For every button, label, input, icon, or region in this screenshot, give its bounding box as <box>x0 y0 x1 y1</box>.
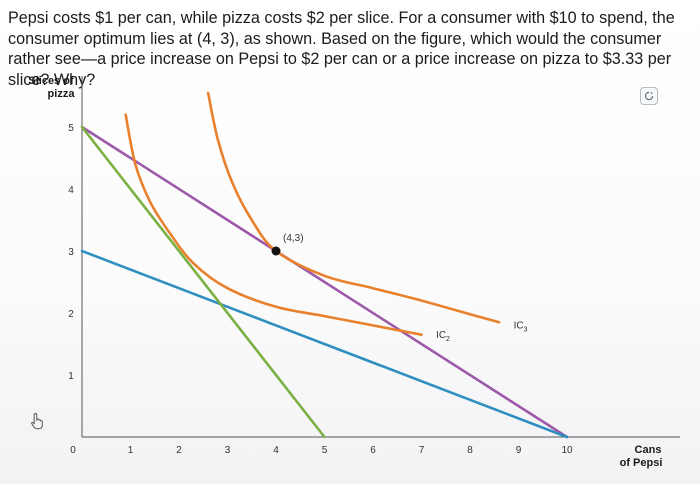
y-axis-title-line2: pizza <box>48 88 76 100</box>
budget-line-pepsi_increase <box>80 125 326 439</box>
optimum-label: (4,3) <box>283 233 304 244</box>
reset-button[interactable] <box>640 87 658 105</box>
indifference-curve-lower <box>124 113 423 336</box>
x-tick-label: 10 <box>561 445 573 456</box>
y-tick-label: 1 <box>68 371 74 382</box>
x-tick-label: 5 <box>322 445 328 456</box>
x-tick-label: 6 <box>370 445 376 456</box>
budget-lines <box>80 125 569 439</box>
x-tick-label: 7 <box>419 445 425 456</box>
x-axis-title-line2: of Pepsi <box>620 457 663 469</box>
x-tick-label: 0 <box>70 445 76 456</box>
x-tick-label: 2 <box>176 445 182 456</box>
x-tick-label: 3 <box>225 445 231 456</box>
y-axis-title-line1: Slices of <box>28 75 74 87</box>
x-tick-label: 8 <box>467 445 473 456</box>
optimum-point <box>271 246 281 256</box>
y-tick-label: 2 <box>68 309 74 320</box>
y-tick-label: 5 <box>68 123 74 134</box>
reset-icon <box>644 91 654 101</box>
axes <box>81 76 680 438</box>
indifference-curve-label: IC2 <box>436 330 450 343</box>
indifference-curve-upper <box>206 91 501 324</box>
x-tick-label: 1 <box>128 445 134 456</box>
question-text: Pepsi costs $1 per can, while pizza cost… <box>8 9 675 89</box>
ticks: 0 1 2 3 4 5 6 7 8 9 10 1 2 3 4 5 <box>68 123 573 456</box>
points: (4,3) <box>271 233 304 256</box>
x-axis-title-line1: Cans <box>635 444 662 456</box>
y-tick-label: 4 <box>68 185 74 196</box>
hand-pointer-icon[interactable] <box>30 412 46 430</box>
indifference-curve-label: IC3 <box>514 321 528 334</box>
x-tick-label: 4 <box>273 445 279 456</box>
budget-line-original <box>80 125 569 439</box>
x-tick-label: 9 <box>516 445 522 456</box>
y-tick-label: 3 <box>68 247 74 258</box>
indifference-curves: IC2 IC3 <box>124 91 528 343</box>
budget-line-pizza_increase <box>80 249 569 439</box>
